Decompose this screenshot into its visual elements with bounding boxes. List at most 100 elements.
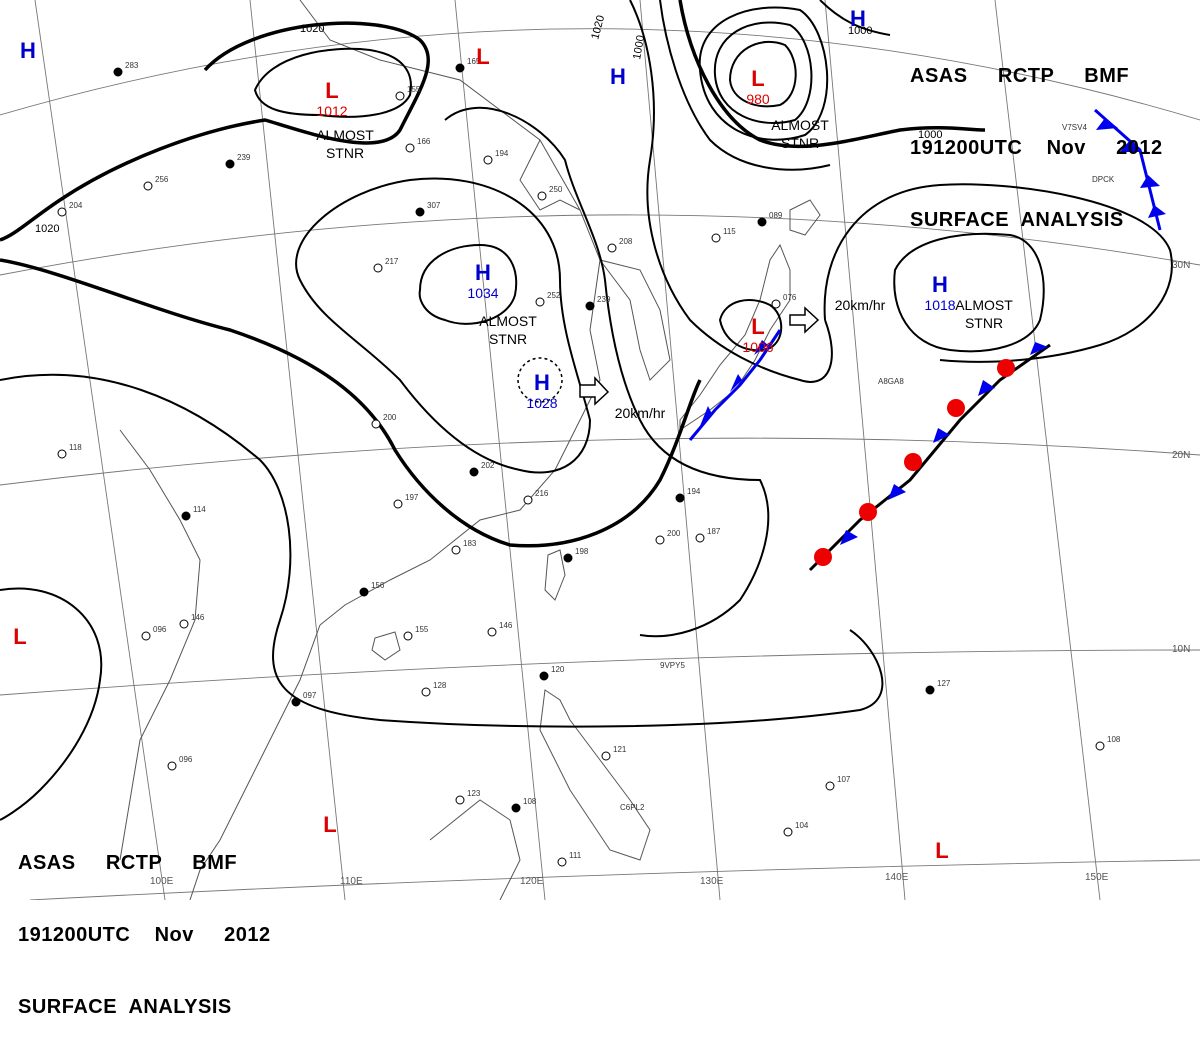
station-pressure: 250 [549, 185, 563, 194]
pressure-value: 980 [746, 91, 770, 107]
station-pressure: 307 [427, 201, 441, 210]
station-circle [483, 155, 493, 165]
station-pressure: 165 [467, 57, 481, 66]
lat-label: 20N [1172, 450, 1190, 461]
isobar-980-ring-1 [728, 40, 797, 108]
motion-arrow-2 [789, 306, 820, 334]
station-circle [557, 857, 567, 867]
lon-label: 120E [520, 876, 544, 887]
lon-line-150e [994, 0, 1101, 900]
header-month-bl: Nov [154, 924, 194, 946]
lat-label: 30N [1172, 260, 1190, 271]
station-pressure: 156 [371, 581, 385, 590]
high-pressure-symbol: H [20, 38, 36, 63]
pressure-value: 1006 [742, 339, 773, 355]
coast-indochina [189, 624, 321, 900]
pressure-value: 1018 [924, 297, 955, 313]
station-circle [1095, 741, 1105, 751]
isobar-label: 1000 [848, 25, 872, 37]
station-pressure: 202 [481, 461, 495, 470]
station-callsign: A8GA8 [878, 377, 904, 386]
cold-front-ne-barb-2 [1120, 140, 1142, 152]
grid-labels: 30N 20N 10N 100E 110E 120E 130E 140E 150E [150, 260, 1190, 887]
lon-line-120e [454, 0, 546, 900]
station-circle [825, 781, 835, 791]
station-circle [451, 545, 461, 555]
isobar-north-trough [444, 106, 770, 638]
lat-line-10n [0, 649, 1200, 696]
motion-arrow-1 [579, 376, 610, 406]
station-circle [455, 795, 465, 805]
cold-front-ne-barb-4 [1148, 205, 1166, 218]
station-callsign: V7SV4 [1062, 123, 1087, 132]
station-pressure: 283 [125, 61, 139, 70]
lon-label: 110E [340, 876, 363, 887]
warm-front-sc-4 [947, 399, 965, 417]
annotation-line-1: ALMOST [316, 127, 374, 143]
cold-front-barb-2 [730, 374, 742, 392]
header-code-2-bl: RCTP [105, 852, 162, 874]
annotation-line-2: STNR [965, 315, 1003, 331]
station-pressure: 128 [433, 681, 447, 690]
cold-front-sc-5 [1030, 342, 1048, 355]
header-month: Nov [1046, 137, 1086, 159]
lon-line-130e [639, 0, 721, 900]
coast-china [299, 0, 601, 626]
station-circle [607, 243, 617, 253]
station-pressure: 194 [495, 149, 509, 158]
annotation-line-2: STNR [781, 135, 819, 151]
station-circle [711, 233, 721, 243]
isobar-1024-ring [295, 177, 592, 474]
motion-labels: 20km/hr 20km/hr [615, 297, 886, 421]
high-pressure-symbol: H [610, 64, 626, 89]
isobar-980-ring-3 [698, 6, 829, 141]
annotation-line-1: ALMOST [771, 117, 829, 133]
coastlines [119, 0, 821, 900]
lon-label: 100E [150, 876, 174, 887]
warm-front-sc-1 [814, 548, 832, 566]
lon-line-100e [34, 0, 166, 900]
cold-front-sc-4 [978, 380, 995, 396]
isobar-1032-around-high [418, 243, 518, 325]
station-circle [539, 671, 549, 681]
station-pressure: 256 [155, 175, 169, 184]
station-circle [655, 535, 665, 545]
station-circle [405, 143, 415, 153]
station-circle [523, 495, 533, 505]
low-pressure-symbol: L [751, 66, 764, 91]
coast-korea [598, 259, 671, 381]
header-year: 2012 [1116, 137, 1163, 159]
header-code-3: BMF [1084, 65, 1130, 87]
isobar-label: 1020 [35, 223, 59, 235]
isobar-1020-main [0, 258, 702, 548]
station-pressure: 239 [597, 295, 611, 304]
coast-hainan [371, 631, 401, 661]
annotations: ALMOST STNR ALMOST STNR ALMOST STNR ALMOST STNR [316, 117, 1013, 347]
station-pressure: 200 [667, 529, 681, 538]
isobar-label: 1000 [631, 34, 647, 60]
station-pressure: 197 [405, 493, 419, 502]
header-code-3-bl: BMF [192, 852, 238, 874]
header-bottom-left: ASAS RCTP BMF 191200UTC Nov 2012 SURFACE… [18, 803, 271, 1043]
station-circle [511, 803, 521, 813]
coast-hokkaido [789, 199, 821, 236]
fronts [688, 108, 1166, 572]
lat-line-20n [0, 437, 1200, 486]
isobar-1016-west [0, 587, 103, 821]
cyclone-ring-1028 [517, 357, 563, 403]
low-pressure-symbol: L [476, 44, 489, 69]
station-pressure: 120 [551, 665, 565, 674]
warm-front-sc-2 [859, 503, 877, 521]
lat-line-0 [29, 859, 1200, 900]
station-circle [535, 297, 545, 307]
header-code-2: RCTP [997, 65, 1054, 87]
coast-taiwan [544, 549, 566, 601]
station-pressure: 216 [535, 489, 549, 498]
station-circle [143, 181, 153, 191]
isobar-label: 1020 [300, 23, 324, 35]
station-pressure: 200 [383, 413, 397, 422]
station-circle [141, 631, 151, 641]
station-circle [757, 217, 767, 227]
annotation-line-2: STNR [489, 331, 527, 347]
station-pressure: 208 [619, 237, 633, 246]
